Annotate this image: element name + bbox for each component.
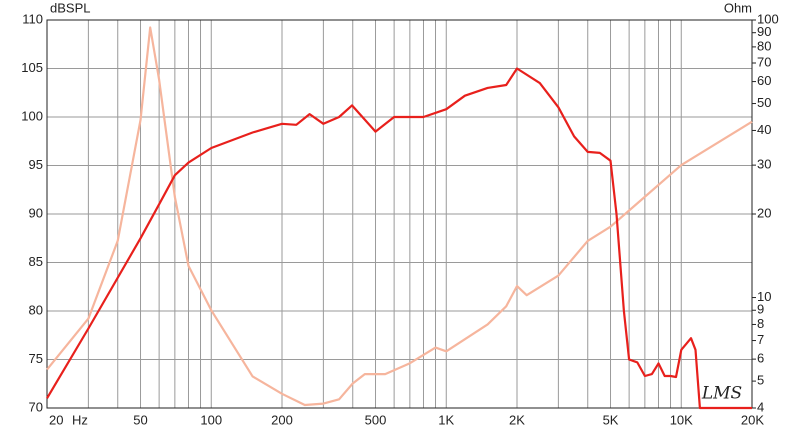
y-tick-label: 100 — [21, 108, 43, 123]
y-tick-label: 70 — [29, 399, 43, 414]
y2-tick-label: 7 — [757, 332, 764, 347]
y2-tick-label: 6 — [757, 351, 764, 366]
y-tick-label: 75 — [29, 351, 43, 366]
x-tick-label: 10K — [670, 412, 693, 427]
x-tick-label: 500 — [365, 412, 387, 427]
y-tick-label: 90 — [29, 205, 43, 220]
x-tick-label: 5K — [603, 412, 619, 427]
y2-tick-label: 8 — [757, 316, 764, 331]
y2-tick-label: 10 — [757, 289, 771, 304]
x-tick-label: 1K — [438, 412, 454, 427]
y-axis-label: dBSPL — [50, 0, 90, 15]
x-tick-label: 200 — [271, 412, 293, 427]
y2-tick-label: 20 — [757, 205, 771, 220]
y2-tick-label: 100 — [757, 11, 779, 26]
y2-tick-label: 70 — [757, 54, 771, 69]
series-line — [46, 67, 752, 410]
y2-tick-label: 30 — [757, 157, 771, 172]
x-axis-unit: Hz — [72, 412, 88, 427]
y2-tick-label: 60 — [757, 73, 771, 88]
y2-tick-label: 80 — [757, 38, 771, 53]
y-tick-label: 110 — [22, 11, 43, 26]
x-tick-label: 20 — [49, 412, 63, 427]
x-tick-label: 50 — [133, 412, 147, 427]
x-tick-label: 2K — [509, 412, 525, 427]
y-tick-label: 80 — [29, 302, 43, 317]
x-tick-label: 100 — [200, 412, 222, 427]
plot-frame — [46, 19, 753, 409]
series-line — [46, 26, 753, 407]
y2-tick-label: 5 — [757, 373, 764, 388]
y2-tick-label: 90 — [757, 24, 771, 39]
y2-tick-label: 40 — [757, 122, 771, 137]
y2-tick-label: 9 — [757, 302, 764, 317]
y2-axis-label: Ohm — [724, 0, 752, 15]
y-tick-label: 85 — [29, 254, 43, 269]
logo: LMS — [701, 384, 742, 404]
y2-tick-label: 4 — [757, 399, 764, 414]
y-tick-label: 95 — [29, 157, 43, 172]
y2-tick-label: 50 — [757, 95, 771, 110]
y-tick-label: 105 — [21, 60, 43, 75]
x-tick-label: 20K — [741, 412, 764, 427]
